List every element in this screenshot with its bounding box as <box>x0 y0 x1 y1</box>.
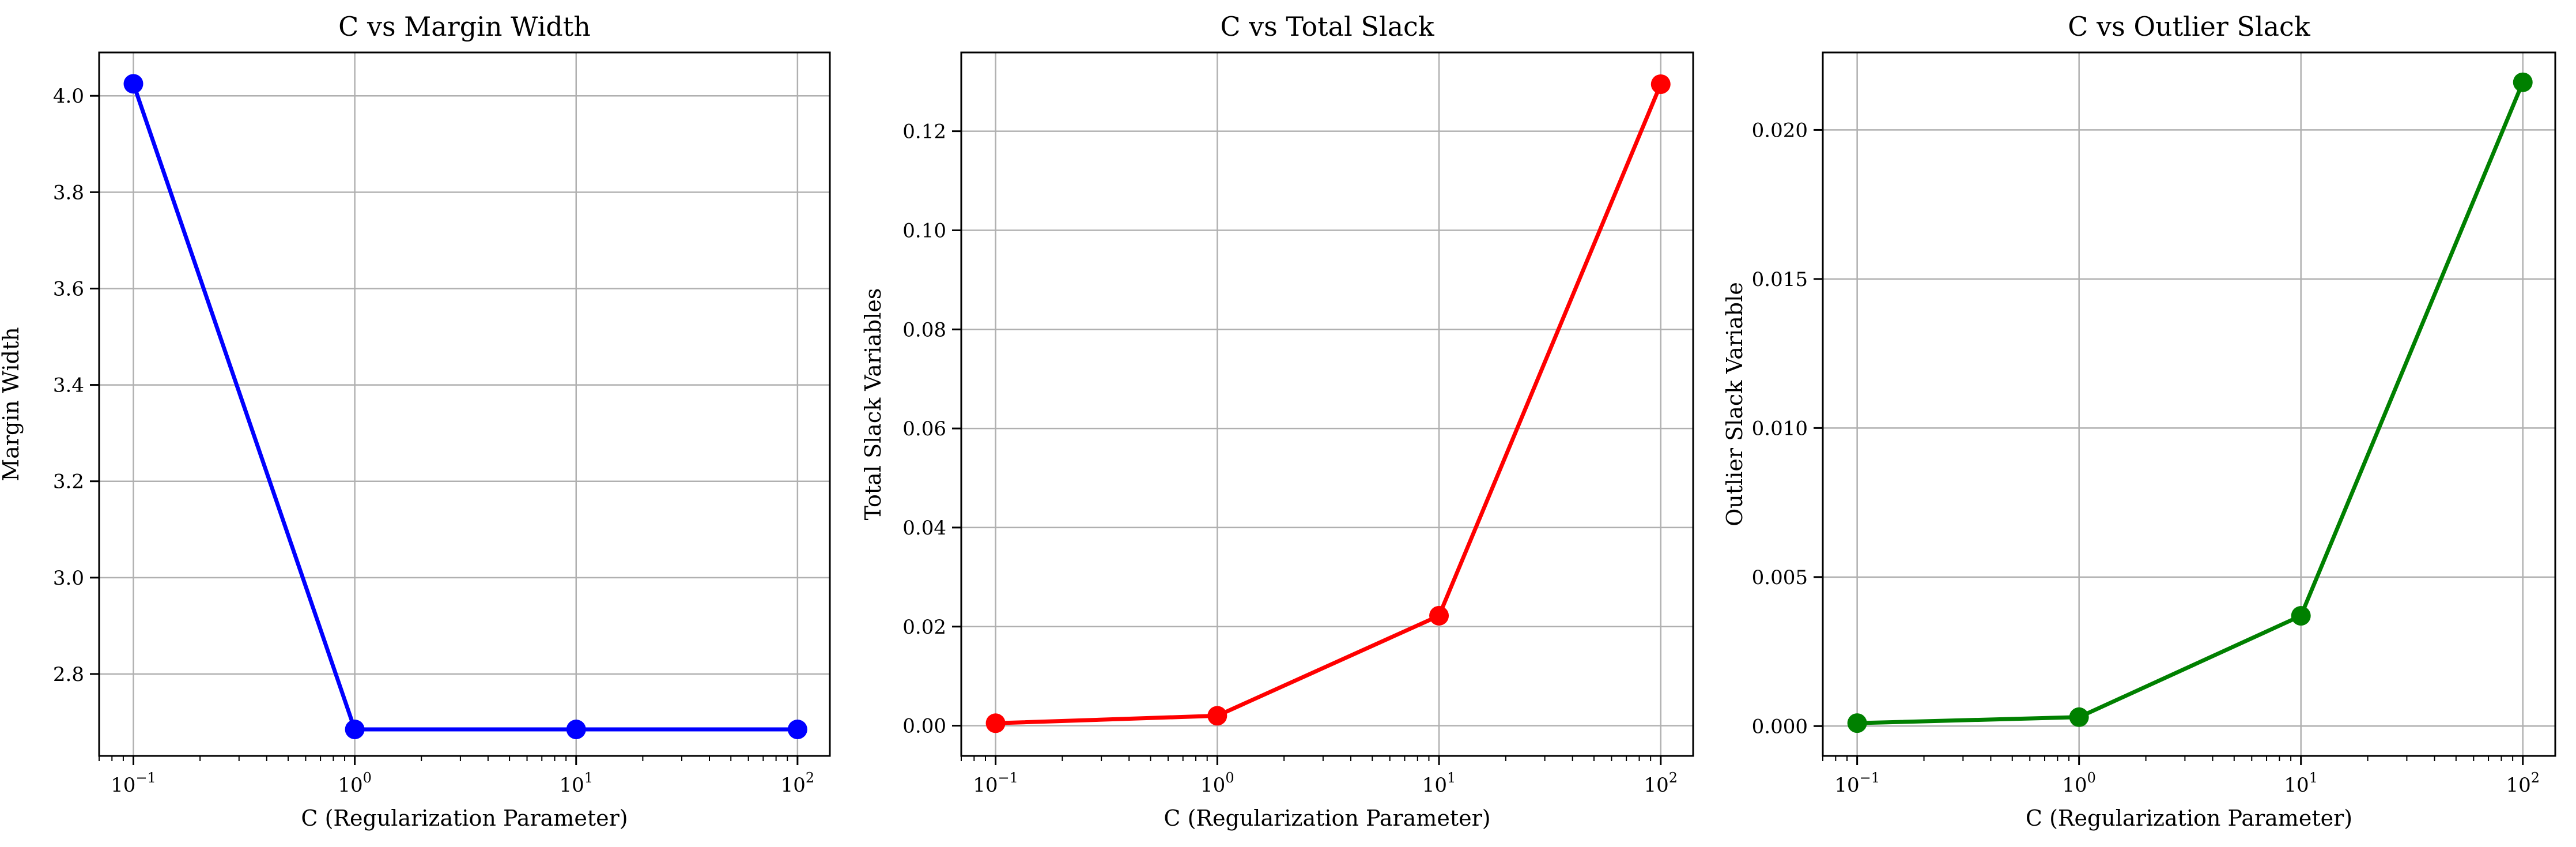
slack-x-axis-label: C (Regularization Parameter) <box>1164 805 1490 831</box>
slack-x-tick-label: 101 <box>1422 770 1456 797</box>
margin-x-tick-label: 101 <box>559 770 593 797</box>
outlier-x-tick-label-base: 10 <box>2062 774 2087 797</box>
slack-x-tick-label-exponent: −1 <box>998 770 1018 786</box>
margin-x-tick-label-base: 10 <box>111 774 135 797</box>
outlier-x-tick-label: 102 <box>2506 770 2540 797</box>
outlier-y-tick-label: 0.020 <box>1752 119 1808 142</box>
slack-x-tick-label-base: 10 <box>1422 774 1447 797</box>
margin-data-point <box>345 720 365 740</box>
outlier-x-tick-label-base: 10 <box>2506 774 2530 797</box>
margin-y-tick-label: 3.6 <box>53 277 84 300</box>
outlier-y-axis-label: Outlier Slack Variable <box>1722 282 1747 526</box>
slack-y-tick-label: 0.10 <box>902 219 946 242</box>
outlier-data-point <box>2513 72 2533 92</box>
margin-y-tick-label: 3.2 <box>53 470 84 494</box>
margin-data-point <box>566 720 586 740</box>
slack-data-point <box>1650 74 1671 94</box>
slack-data-point <box>1207 706 1227 726</box>
outlier-x-tick-label: 101 <box>2284 770 2318 797</box>
margin-data-point <box>787 720 807 740</box>
outlier-x-tick-label: 100 <box>2062 770 2096 797</box>
slack-data-point <box>1429 605 1449 626</box>
outlier-y-tick-label: 0.000 <box>1752 715 1808 738</box>
margin-x-tick-label-base: 10 <box>559 774 584 797</box>
margin-x-tick-label-base: 10 <box>781 774 806 797</box>
outlier-x-tick-label-base: 10 <box>1834 774 1859 797</box>
outlier-data-point <box>2291 606 2311 626</box>
slack-y-tick-label: 0.06 <box>902 417 946 441</box>
margin-y-axis-label: Margin Width <box>0 327 24 481</box>
slack-x-tick-label-exponent: 0 <box>1225 770 1234 786</box>
slack-y-axis-label: Total Slack Variables <box>860 288 886 521</box>
margin-y-tick-label: 4.0 <box>53 85 84 108</box>
margin-x-tick-label: 100 <box>338 770 372 797</box>
margin-plot-frame <box>98 51 831 757</box>
outlier-x-tick-label-base: 10 <box>2284 774 2309 797</box>
outlier-y-tick-label: 0.005 <box>1752 566 1808 589</box>
outlier-x-tick-label-exponent: −1 <box>1860 770 1880 786</box>
slack-y-tick-label: 0.00 <box>902 715 946 738</box>
slack-x-tick-label-base: 10 <box>1644 774 1669 797</box>
slack-y-tick-label: 0.08 <box>902 318 946 341</box>
outlier-x-tick-label-exponent: 0 <box>2087 770 2096 786</box>
outlier-series-line <box>1857 81 2525 725</box>
margin-data-point <box>123 74 143 94</box>
outlier-y-tick-label: 0.010 <box>1752 417 1808 440</box>
margin-y-tick-label: 3.0 <box>53 567 84 590</box>
margin-x-tick-label: 102 <box>781 770 815 797</box>
outlier-chart: 10−1 100 101 1020.0000.0050.0100.0150.020C … <box>1722 11 2556 831</box>
margin-y-tick-label: 3.4 <box>53 374 84 397</box>
slack-y-tick-label: 0.12 <box>902 121 946 144</box>
slack-x-tick-label-base: 10 <box>973 774 998 797</box>
slack-plot-frame <box>960 51 1694 757</box>
margin-x-tick-label-exponent: 2 <box>806 770 814 786</box>
outlier-x-tick-label-exponent: 2 <box>2531 770 2540 786</box>
margin-series-line <box>131 83 798 732</box>
margin-x-tick-label-base: 10 <box>338 774 362 797</box>
slack-y-tick-label: 0.04 <box>902 517 946 540</box>
slack-chart-title: C vs Total Slack <box>1220 11 1434 42</box>
margin-x-tick-label-exponent: −1 <box>135 770 156 786</box>
margin-y-tick-label: 2.8 <box>53 663 84 686</box>
outlier-x-tick-label-exponent: 1 <box>2309 770 2318 786</box>
margin-x-tick-label-exponent: 0 <box>363 770 372 786</box>
outlier-plot-frame <box>1822 51 2556 757</box>
outlier-chart-title: C vs Outlier Slack <box>2068 11 2311 42</box>
margin-x-tick-label-exponent: 1 <box>584 770 593 786</box>
outlier-y-tick-label: 0.015 <box>1752 268 1808 291</box>
slack-data-point <box>985 713 1006 733</box>
slack-x-tick-label-exponent: 2 <box>1669 770 1678 786</box>
outlier-data-point <box>1847 713 1867 733</box>
margin-x-tick-label: 10−1 <box>111 770 156 797</box>
slack-x-tick-label-exponent: 1 <box>1447 770 1456 786</box>
outlier-data-point <box>2069 707 2089 727</box>
outlier-x-axis-label: C (Regularization Parameter) <box>2026 805 2352 831</box>
slack-chart: 10−1 100 101 1020.000.020.040.060.080.100.1… <box>860 11 1694 831</box>
slack-y-tick-label: 0.02 <box>902 616 946 639</box>
slack-x-tick-label-base: 10 <box>1200 774 1225 797</box>
margin-y-tick-label: 3.8 <box>53 181 84 204</box>
slack-x-tick-label: 100 <box>1200 770 1234 797</box>
slack-x-tick-label: 102 <box>1644 770 1678 797</box>
slack-series-line <box>995 83 1663 725</box>
slack-x-tick-label: 10−1 <box>973 770 1018 797</box>
margin-x-axis-label: C (Regularization Parameter) <box>301 805 628 831</box>
margin-chart-title: C vs Margin Width <box>338 11 591 42</box>
outlier-x-tick-label: 10−1 <box>1834 770 1880 797</box>
